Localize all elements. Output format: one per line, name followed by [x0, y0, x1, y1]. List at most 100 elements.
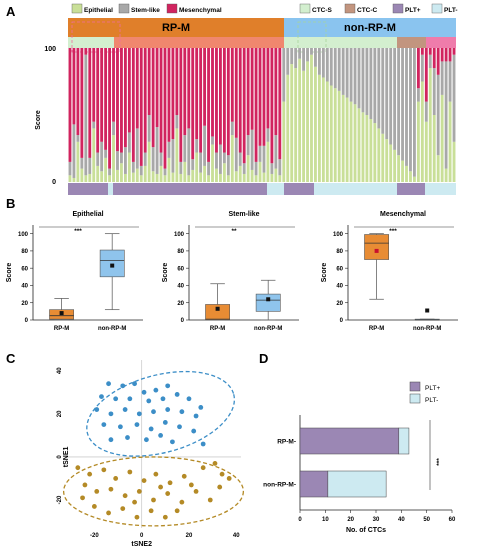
tsne-point-gold	[200, 465, 206, 471]
b-ytick-label: 0	[181, 318, 185, 324]
stack-bar-64-stemlike	[321, 48, 325, 78]
stack-bar-91-epithelial	[428, 68, 432, 182]
stack-bar-25-mesenchymal	[167, 48, 171, 142]
stack-bar-16-stemlike	[131, 161, 135, 173]
stack-bar-66-stemlike	[329, 48, 333, 86]
stack-bar-57-epithelial	[294, 68, 298, 182]
stack-bar-37-stemlike	[215, 152, 218, 169]
stack-bar-46-stemlike	[250, 129, 254, 170]
stack-bar-3-epithelial	[80, 168, 84, 182]
stack-bar-67-epithelial	[333, 88, 337, 182]
stack-bar-9-mesenchymal	[104, 48, 108, 150]
b-ytick-label: 20	[336, 301, 343, 307]
stack-bar-8-epithelial	[100, 171, 104, 182]
stack-bar-51-mesenchymal	[270, 48, 274, 164]
tsne-point-blue	[101, 422, 107, 428]
stack-bar-18-epithelial	[139, 175, 143, 182]
tsne-point-gold	[122, 493, 128, 499]
tsne-point-blue	[158, 432, 163, 438]
stack-bar-27-mesenchymal	[175, 48, 179, 115]
panel-label-a: A	[6, 4, 16, 19]
stack-bar-28-stemlike	[179, 161, 183, 174]
stack-bar-51-stemlike	[270, 163, 274, 174]
stack-bar-29-epithelial	[183, 161, 187, 182]
stack-bar-38-epithelial	[219, 173, 222, 182]
stack-bar-4-mesenchymal	[84, 48, 88, 55]
stack-bar-69-stemlike	[341, 48, 345, 95]
stack-bar-35-stemlike	[207, 161, 210, 176]
stack-bar-8-stemlike	[100, 141, 104, 172]
tsne-point-gold	[120, 506, 126, 512]
tsne-point-gold	[188, 482, 194, 488]
stack-bar-94-stemlike	[440, 61, 444, 95]
tsne-xtick-label: 20	[186, 533, 193, 539]
stack-bar-10-stemlike	[108, 168, 111, 176]
tsne-point-gold	[217, 484, 223, 490]
bottom-plt-rpm-2	[108, 183, 113, 195]
b-title: Mesenchymal	[380, 211, 426, 218]
stack-bar-38-stemlike	[219, 144, 222, 174]
stack-bar-11-epithelial	[112, 135, 115, 182]
stack-bar-65-epithelial	[325, 81, 329, 182]
tsne-point-blue	[144, 437, 149, 443]
b-xtick-label: non-RP-M	[254, 326, 282, 332]
stack-bar-30-epithelial	[187, 175, 191, 182]
stack-bar-87-epithelial	[413, 176, 416, 182]
stack-bar-74-epithelial	[361, 112, 365, 182]
tsne-point-gold	[80, 495, 85, 501]
stack-bar-16-mesenchymal	[131, 48, 135, 162]
stack-bar-14-stemlike	[123, 147, 127, 174]
tsne-ytick-label: 40	[57, 367, 63, 374]
tsne-point-blue	[134, 422, 140, 428]
stack-bar-54-stemlike	[282, 48, 286, 102]
stack-bar-90-epithelial	[424, 121, 428, 182]
stack-bar-78-epithelial	[377, 128, 381, 182]
stack-bar-73-stemlike	[357, 48, 361, 109]
subtype-nonrpm-ctcc	[397, 37, 426, 48]
stack-bar-81-epithelial	[389, 144, 393, 182]
stack-bar-14-mesenchymal	[123, 48, 127, 148]
stack-bar-51-epithelial	[270, 173, 274, 182]
tsne-ellipse-0	[86, 370, 236, 457]
stack-bar-84-epithelial	[401, 160, 404, 182]
tsne-ellipse-1	[62, 456, 245, 527]
stack-bar-80-epithelial	[385, 139, 389, 182]
stack-bar-65-stemlike	[325, 48, 329, 82]
stack-bar-56-epithelial	[290, 64, 294, 182]
b-mean-marker	[266, 297, 271, 302]
stack-bar-38-mesenchymal	[219, 48, 222, 145]
a-tick-100: 100	[44, 46, 56, 53]
d-xlabel: No. of CTCs	[346, 527, 386, 534]
stack-bar-35-epithelial	[207, 175, 210, 182]
tsne-point-gold	[127, 469, 133, 475]
stack-bar-93-stemlike	[436, 74, 440, 156]
stack-bar-70-stemlike	[345, 48, 349, 98]
stack-bar-60-stemlike	[306, 48, 309, 62]
stack-bar-44-mesenchymal	[242, 48, 246, 164]
b-ytick-label: 0	[340, 318, 344, 324]
tsne-point-blue	[177, 424, 182, 430]
stack-bar-31-mesenchymal	[191, 48, 195, 160]
stack-bar-44-epithelial	[242, 173, 246, 182]
d-xtick-label: 20	[347, 517, 354, 523]
stack-bar-10-mesenchymal	[108, 48, 111, 169]
legend-pltpos: PLT+	[405, 7, 421, 14]
subtype-nonrpm-ctcs	[284, 37, 397, 48]
tsne-point-blue	[146, 398, 152, 404]
tsne-point-gold	[181, 473, 187, 479]
legend-pltneg-swatch	[431, 3, 443, 14]
stack-bar-10-epithelial	[108, 175, 111, 182]
stack-bar-21-epithelial	[151, 171, 155, 182]
b-xtick-label: RP-M	[210, 326, 225, 332]
d-bar-non-RP-M-PLT+	[299, 470, 329, 498]
stack-bar-88-mesenchymal	[416, 48, 420, 89]
bottom-plt-rpm-4	[267, 183, 284, 195]
stack-bar-55-epithelial	[286, 74, 290, 182]
stack-bar-74-stemlike	[361, 48, 365, 113]
tsne-point-blue	[99, 394, 104, 400]
stack-bar-9-epithelial	[104, 157, 108, 182]
stack-bar-97-epithelial	[452, 141, 456, 182]
box-plot-mesenchymal: 0 20 40 60 80 100 Mesenchymal Score RP-M non-RP-M…	[321, 211, 458, 332]
stack-bar-34-mesenchymal	[203, 48, 207, 126]
b-ylabel: Score	[321, 263, 328, 283]
